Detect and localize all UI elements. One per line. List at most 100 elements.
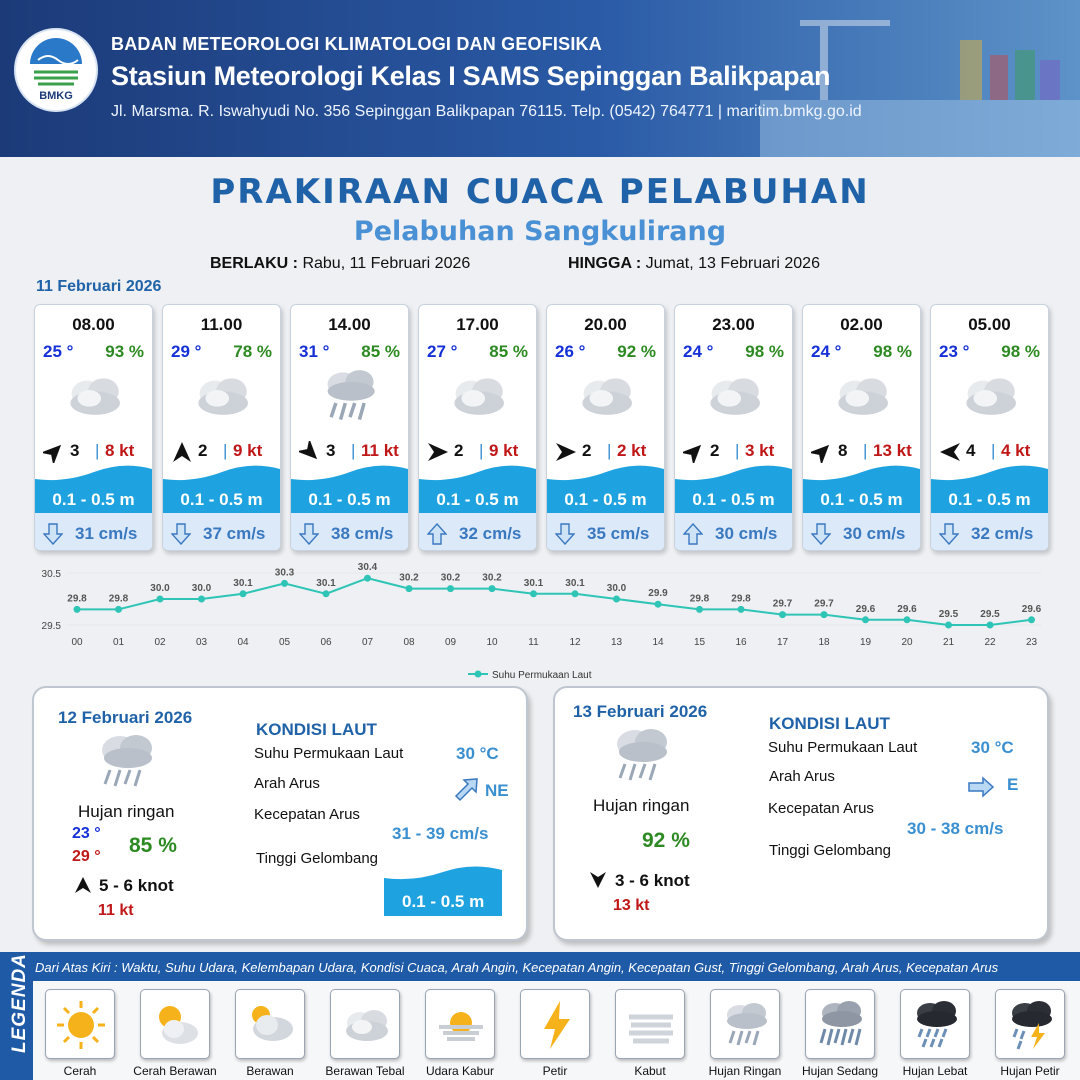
day2-sst: 30 °C (456, 744, 499, 763)
legend-item: Hujan Lebat (900, 989, 970, 1078)
humidity: 93 % (105, 342, 144, 361)
wind-arrow-icon (683, 444, 702, 463)
forecast-time: 20.00 (584, 315, 627, 334)
legend-item-label: Hujan Sedang (801, 1064, 879, 1078)
data-label: 29.6 (856, 604, 876, 615)
wave-height: 0.1 - 0.5 m (52, 490, 135, 509)
humidity: 85 % (361, 342, 400, 361)
x-tick-label: 15 (694, 637, 706, 648)
station-address: Jl. Marsma. R. Iswahyudi No. 356 Sepingg… (111, 103, 862, 120)
x-tick-label: 20 (901, 637, 913, 648)
legend-icon-box (140, 989, 210, 1059)
data-label: 29.8 (67, 593, 87, 604)
day3-humidity: 92 % (642, 829, 690, 852)
x-tick-label: 23 (1026, 637, 1038, 648)
forecast-card: 14.00 31 ° 85 % 3 | 11 kt 0.1 - 0.5 m 38 cm/s (290, 304, 409, 551)
wave-graphic (675, 465, 792, 513)
legend-item-label: Hujan Lebat (902, 1064, 968, 1078)
x-tick-label: 16 (735, 637, 747, 648)
x-tick-label: 06 (320, 637, 332, 648)
data-label: 30.0 (150, 583, 170, 594)
day3-wave-label: Tinggi Gelombang (769, 842, 892, 859)
hujan-petir-icon (1012, 1001, 1052, 1050)
legend-item: Hujan Petir (995, 989, 1065, 1078)
wind-speed: 2 (582, 441, 592, 460)
legend-item: Hujan Sedang (802, 989, 878, 1078)
legend-item: Hujan Ringan (709, 989, 781, 1078)
current-speed: 35 cm/s (587, 524, 650, 543)
day3-sea-heading: KONDISI LAUT (769, 714, 890, 733)
data-point (779, 611, 786, 619)
wind-separator: | (863, 441, 868, 460)
berawan-tebal-icon (198, 378, 248, 415)
day2-tmax: 29 ° (72, 848, 101, 865)
humidity: 98 % (745, 342, 784, 361)
legend-items: Cerah Cerah Berawan Berawan Berawan Tebal Ud… (33, 981, 1080, 1080)
x-tick-label: 05 (279, 637, 291, 648)
x-tick-label: 02 (154, 637, 166, 648)
current-speed: 37 cm/s (203, 524, 266, 543)
legend-marker (474, 670, 482, 678)
data-point (156, 595, 164, 603)
air-temperature: 24 ° (683, 342, 714, 361)
gust-speed: 9 kt (233, 441, 263, 460)
forecast-card: 17.00 27 ° 85 % 2 | 9 kt 0.1 - 0.5 m 32 cm/s (418, 304, 537, 551)
day3-date: 13 Februari 2026 (573, 702, 708, 721)
day2-date: 12 Februari 2026 (58, 708, 193, 727)
forecast-card: 05.00 23 ° 98 % 4 | 4 kt 0.1 - 0.5 m 32 cm/s (930, 304, 1049, 551)
data-label: 30.2 (441, 573, 461, 584)
data-label: 29.9 (648, 588, 668, 599)
data-point (73, 605, 81, 613)
data-label: 29.8 (690, 593, 710, 604)
data-label: 30.1 (565, 578, 585, 589)
data-label: 30.0 (192, 583, 212, 594)
legend-item-label: Hujan Ringan (708, 1064, 782, 1078)
wind-arrow-icon (173, 442, 191, 462)
wind-separator: | (991, 441, 996, 460)
wind-speed: 2 (198, 441, 208, 460)
wind-arrow-icon (428, 443, 448, 461)
current-row: 30 cm/s (675, 513, 792, 550)
forecast-time: 05.00 (968, 315, 1011, 334)
current-speed: 32 cm/s (459, 524, 522, 543)
data-point (862, 616, 869, 624)
petir-icon (544, 1001, 570, 1049)
wind-arrow-icon (590, 872, 606, 888)
gust-speed: 2 kt (617, 441, 647, 460)
humidity: 92 % (617, 342, 656, 361)
data-label: 30.3 (275, 567, 295, 578)
gust-speed: 9 kt (489, 441, 519, 460)
gust-speed: 3 kt (745, 441, 775, 460)
legend-item: Berawan Tebal (325, 989, 405, 1078)
x-tick-label: 01 (113, 637, 125, 648)
x-tick-label: 22 (984, 637, 996, 648)
wave-height: 0.1 - 0.5 m (948, 490, 1031, 509)
legend-icon-box (45, 989, 115, 1059)
legend-item: Cerah Berawan (133, 989, 217, 1078)
x-tick-label: 21 (943, 637, 955, 648)
x-tick-label: 12 (569, 637, 581, 648)
data-point (1028, 616, 1035, 624)
legend-item-label: Hujan Petir (1000, 1064, 1060, 1078)
wind-speed: 2 (454, 441, 464, 460)
x-tick-label: 08 (403, 637, 415, 648)
data-label: 30.1 (316, 578, 336, 589)
current-speed: 30 cm/s (715, 524, 778, 543)
x-tick-label: 04 (237, 637, 249, 648)
forecast-card: 20.00 26 ° 92 % 2 | 2 kt 0.1 - 0.5 m 35 cm/s (546, 304, 665, 551)
data-point (986, 621, 994, 629)
current-row: 32 cm/s (931, 513, 1048, 550)
day2-wind: 5 - 6 knot (99, 876, 174, 895)
legend-icon-box (900, 989, 970, 1059)
berawan-tebal-icon (346, 1010, 388, 1041)
current-speed: 31 cm/s (75, 524, 138, 543)
berawan-tebal-icon (582, 378, 632, 415)
wave-height: 0.1 - 0.5 m (180, 490, 263, 509)
berawan-tebal-icon (966, 378, 1016, 415)
wave-graphic (803, 465, 920, 513)
hujan-ringan-icon (727, 1003, 767, 1046)
current-row: 31 cm/s (35, 513, 152, 550)
legend-item-label: Kabut (634, 1064, 666, 1078)
data-label: 29.5 (939, 609, 959, 620)
legend: LEGENDA Dari Atas Kiri : Waktu, Suhu Uda… (0, 952, 1080, 1080)
